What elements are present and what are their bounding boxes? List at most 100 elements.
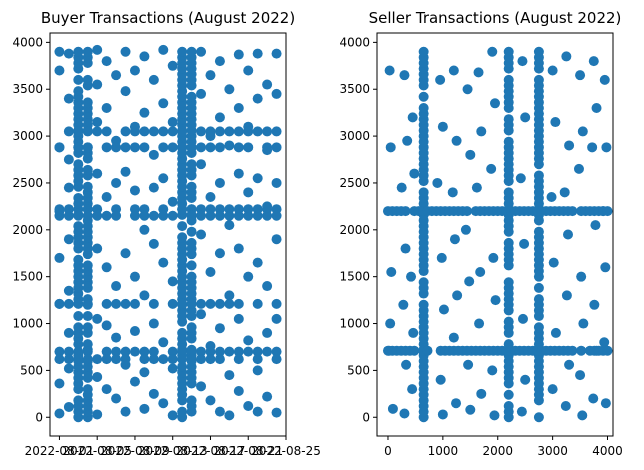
seller-point [567, 206, 578, 217]
seller-point [462, 206, 473, 217]
buyer-point [120, 126, 131, 137]
buyer-point [73, 354, 84, 365]
seller-point [418, 91, 429, 102]
seller-point [435, 374, 446, 385]
seller-point [463, 359, 474, 370]
buyer-point [54, 46, 65, 57]
buyer-point [92, 210, 103, 221]
seller-point [564, 140, 575, 151]
buyer-point [196, 142, 207, 153]
seller-point [407, 384, 418, 395]
buyer-point [129, 376, 140, 387]
buyer-point [82, 97, 93, 108]
buyer-x-ticks: 2022-08-012022-08-052022-08-092022-08-13… [25, 436, 321, 458]
buyer-point [101, 142, 112, 153]
seller-point [519, 238, 530, 249]
seller-point [418, 46, 429, 57]
buyer-point [167, 126, 178, 137]
seller-point [451, 398, 462, 409]
seller-point [533, 294, 544, 305]
buyer-point [271, 354, 282, 365]
buyer-point [224, 346, 235, 357]
seller-point [533, 170, 544, 181]
buyer-point [196, 210, 207, 221]
buyer-point [82, 260, 93, 271]
buyer-point [214, 177, 225, 188]
buyer-point [120, 86, 131, 97]
seller-point [407, 112, 418, 123]
seller-point [475, 266, 486, 277]
buyer-point [214, 354, 225, 365]
buyer-y-tick-label: 3500 [12, 82, 43, 96]
buyer-y-tick-label: 1500 [12, 270, 43, 284]
buyer-point [243, 65, 254, 76]
buyer-point [73, 395, 84, 406]
buyer-point [252, 93, 263, 104]
seller-point [587, 142, 598, 153]
buyer-point [54, 298, 65, 309]
buyer-y-tick-label: 3000 [12, 129, 43, 143]
buyer-point [262, 142, 273, 153]
buyer-point [252, 257, 263, 268]
seller-point [396, 182, 407, 193]
seller-point [503, 187, 514, 198]
buyer-point [82, 384, 93, 395]
buyer-point [186, 298, 197, 309]
buyer-point [158, 126, 169, 137]
buyer-point [252, 406, 263, 417]
buyer-point [139, 403, 150, 414]
seller-point [400, 206, 411, 217]
seller-point [573, 163, 584, 174]
buyer-point [120, 166, 131, 177]
seller-point [560, 401, 571, 412]
seller-point [559, 187, 570, 198]
buyer-point [63, 298, 74, 309]
buyer-point [167, 60, 178, 71]
buyer-point [92, 117, 103, 128]
buyer-point [214, 210, 225, 221]
seller-y-ticks: 0 500 1000 1500 2000 2500 3000 3500 4000 [339, 35, 377, 424]
buyer-point [148, 74, 159, 85]
buyer-point [63, 401, 74, 412]
buyer-point [186, 142, 197, 153]
seller-point [520, 374, 531, 385]
buyer-point [120, 46, 131, 57]
buyer-point [243, 126, 254, 137]
buyer-point [243, 187, 254, 198]
seller-point [422, 345, 433, 356]
buyer-point [233, 102, 244, 113]
seller-point [432, 177, 443, 188]
buyer-point [233, 49, 244, 60]
buyer-point [92, 313, 103, 324]
seller-point [418, 187, 429, 198]
seller-point [575, 70, 586, 81]
buyer-point [148, 346, 159, 357]
seller-point [588, 56, 599, 67]
seller-point [386, 266, 397, 277]
buyer-point [63, 346, 74, 357]
seller-point [487, 365, 498, 376]
seller-point [563, 229, 573, 240]
seller-point [602, 345, 613, 356]
buyer-y-tick-label: 1000 [12, 317, 43, 331]
buyer-point [92, 371, 103, 382]
buyer-point [224, 220, 235, 231]
buyer-point [82, 46, 93, 57]
seller-point [503, 237, 514, 248]
seller-point [449, 234, 460, 245]
buyer-point [271, 407, 282, 418]
seller-point [601, 142, 612, 153]
seller-point [465, 404, 476, 415]
buyer-point [196, 381, 207, 392]
seller-point [515, 173, 526, 184]
buyer-point [271, 88, 282, 99]
buyer-point [224, 290, 235, 301]
seller-point [399, 408, 410, 419]
buyer-point [205, 70, 216, 81]
seller-point [465, 149, 476, 160]
buyer-y-tick-label: 4000 [12, 35, 43, 49]
buyer-point [177, 354, 188, 365]
seller-point [438, 304, 449, 315]
buyer-point [54, 252, 65, 263]
buyer-point [101, 210, 112, 221]
